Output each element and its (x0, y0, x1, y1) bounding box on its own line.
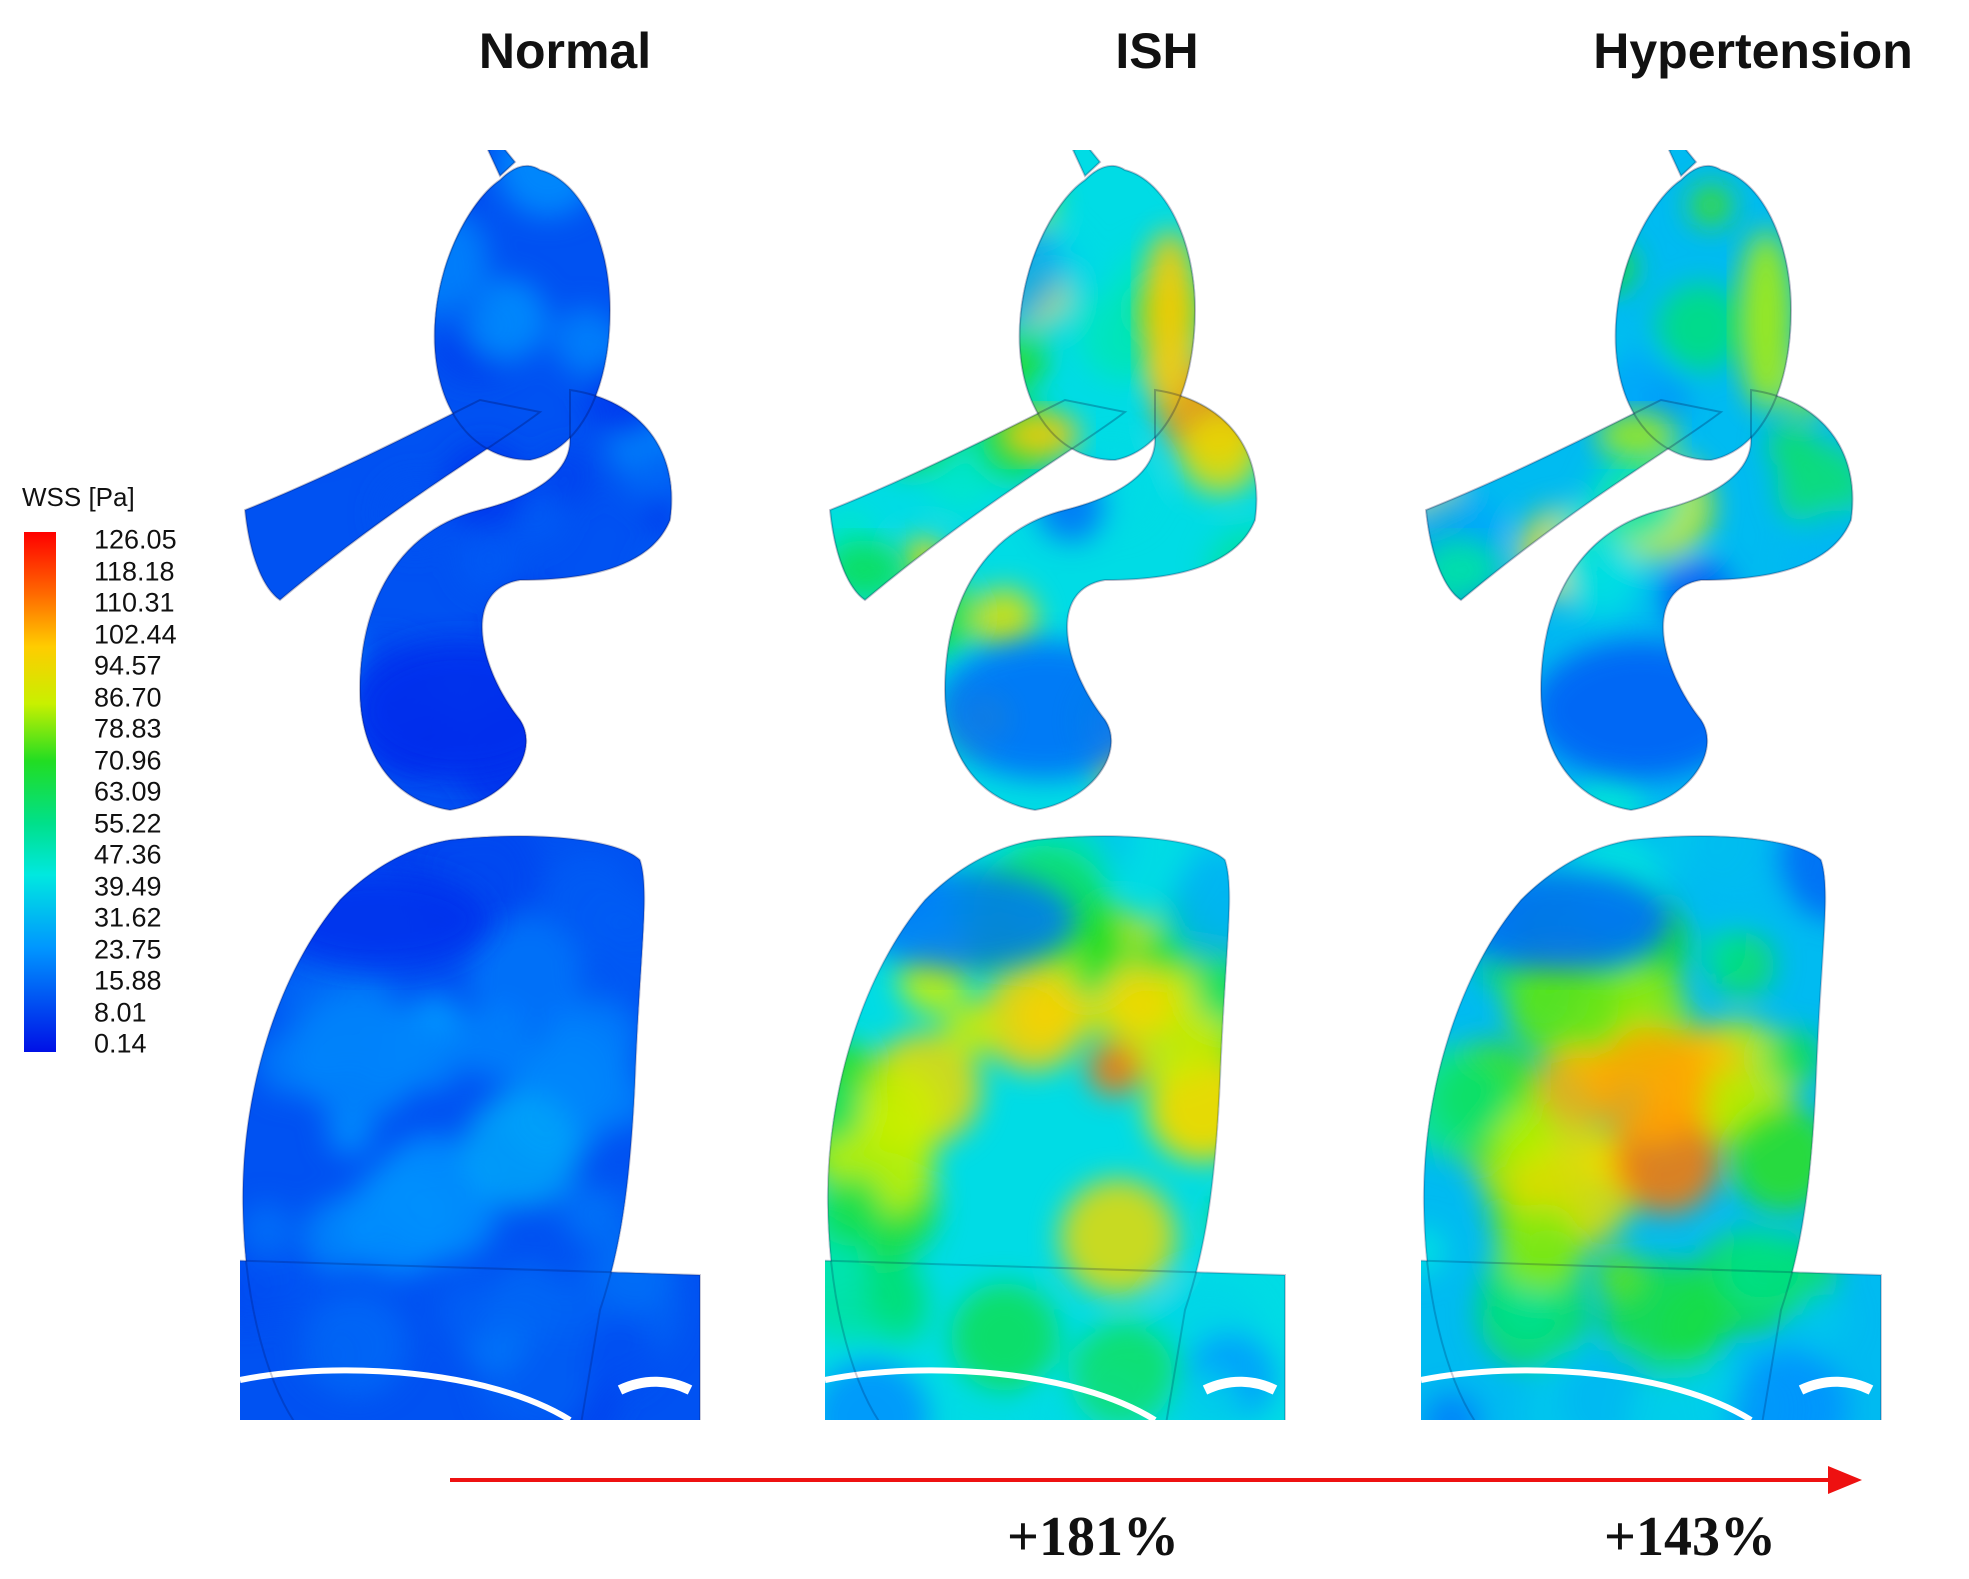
legend-tick: 31.62 (94, 902, 162, 933)
legend-tick: 47.36 (94, 839, 162, 870)
legend-tick: 110.31 (94, 587, 175, 618)
aorta-top-view (243, 150, 673, 812)
legend-tick: 15.88 (94, 965, 162, 996)
legend-title: WSS [Pa] (22, 482, 135, 512)
column-title-hypertension: Hypertension (1593, 23, 1913, 79)
legend-tick: 23.75 (94, 934, 162, 964)
aorta-bottom-view (240, 835, 701, 1420)
aorta-top-view (1424, 150, 1854, 812)
legend-tick: 8.01 (94, 997, 147, 1027)
aorta-top-view (828, 150, 1258, 812)
legend-tick: 39.49 (94, 871, 162, 901)
legend-tick: 86.70 (94, 682, 162, 712)
colorbar (24, 532, 56, 1052)
legend-tick: 78.83 (94, 713, 162, 744)
aorta-bottom-view (1421, 835, 1882, 1420)
legend-tick: 126.05 (94, 524, 177, 555)
legend-tick: 70.96 (94, 745, 162, 775)
legend-tick: 118.18 (94, 556, 175, 586)
percent-change-hypertension: +143% (1604, 1506, 1776, 1568)
legend-tick: 102.44 (94, 619, 177, 649)
panel-hypertension (1421, 150, 1921, 1420)
panel-normal (240, 150, 740, 1420)
progression-arrow (450, 1466, 1862, 1494)
percent-change-ish: +181% (1007, 1506, 1179, 1568)
panel-ish (825, 150, 1325, 1420)
column-title-normal: Normal (478, 23, 652, 79)
legend-tick: 0.14 (94, 1028, 147, 1059)
legend-tick: 55.22 (94, 808, 162, 838)
column-title-ish: ISH (1115, 23, 1199, 79)
aorta-bottom-view (825, 835, 1286, 1420)
legend-tick: 94.57 (94, 650, 162, 681)
legend-tick: 63.09 (94, 776, 162, 807)
